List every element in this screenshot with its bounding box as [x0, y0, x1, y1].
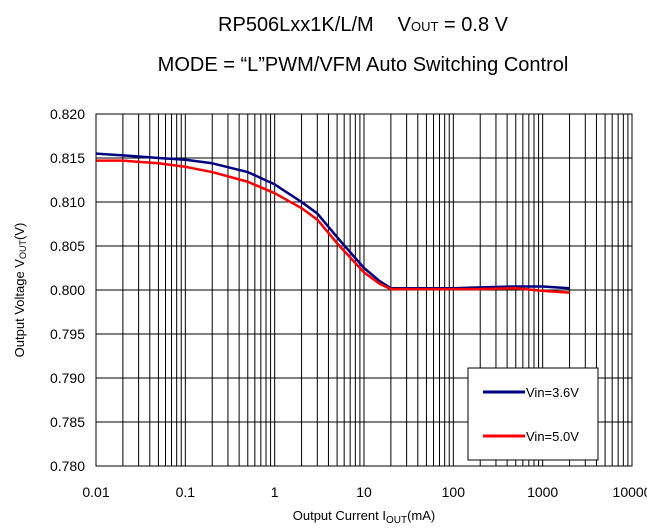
y-tick-label: 0.790 — [50, 370, 85, 386]
series-line-0 — [95, 152, 570, 290]
y-tick-label: 0.795 — [50, 326, 85, 342]
series-lines — [95, 152, 570, 294]
vout-label: V — [398, 14, 412, 36]
series-line-1 — [96, 159, 570, 294]
plot-frame — [95, 113, 633, 467]
chart-title-main: RP506Lxx1K/L/M — [218, 14, 374, 36]
y-tick-label: 0.805 — [50, 238, 85, 254]
y-tick-labels: 0.780 0.785 0.790 0.795 0.800 0.805 0.810 0.815… — [50, 106, 85, 474]
legend: Vin=3.6V Vin=5.0V — [467, 367, 599, 461]
y-axis-label-sub: OUT — [18, 240, 28, 260]
y-tick-label: 0.810 — [50, 194, 85, 210]
legend-label-vin36: Vin=3.6V — [526, 385, 579, 400]
x-axis-label-prefix: Output Current I — [293, 508, 386, 523]
chart-title-line1: RP506Lxx1K/L/M VOUT = 0.8 V — [218, 14, 509, 36]
vout-subscript: OUT — [411, 19, 439, 34]
x-axis-label-sub: OUT — [386, 515, 407, 526]
y-axis-label: Output Voltage VOUT(V) — [12, 223, 28, 358]
x-tick-label: 100 — [442, 484, 466, 500]
vout-value: = 0.8 V — [438, 14, 508, 36]
y-tick-label: 0.800 — [50, 282, 85, 298]
x-tick-label: 0.1 — [176, 484, 196, 500]
y-tick-label: 0.820 — [50, 106, 85, 122]
x-axis-label: Output Current IOUT(mA) — [293, 508, 436, 526]
legend-label-vin50: Vin=5.0V — [526, 429, 579, 444]
chart-title-line2: MODE = “L”PWM/VFM Auto Switching Control — [158, 54, 569, 76]
x-axis-label-suffix: (mA) — [407, 508, 435, 523]
y-tick-label: 0.785 — [50, 414, 85, 430]
plot-border — [95, 113, 633, 467]
x-tick-label: 10 — [356, 484, 372, 500]
y-tick-label: 0.780 — [50, 458, 85, 474]
x-tick-label: 1000 — [527, 484, 558, 500]
x-tick-label: 0.01 — [82, 484, 109, 500]
y-tick-label: 0.815 — [50, 150, 85, 166]
y-axis-label-prefix: Output Voltage V — [12, 259, 27, 358]
y-axis-label-suffix: (V) — [12, 223, 27, 240]
legend-box — [467, 367, 599, 461]
x-tick-label: 1 — [271, 484, 279, 500]
